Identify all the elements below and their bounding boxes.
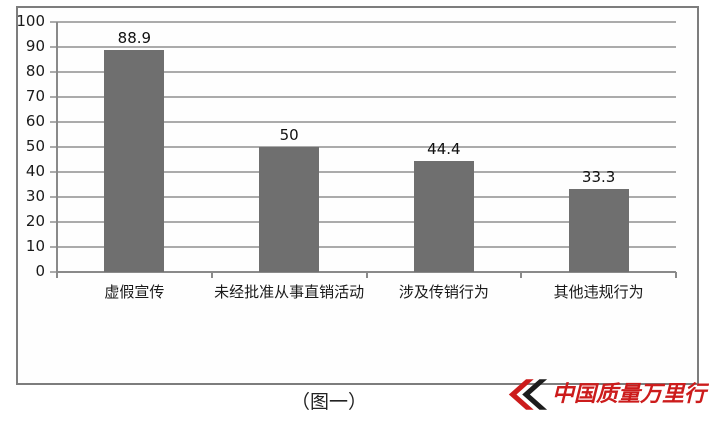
gridline	[50, 196, 676, 198]
bar-value-label: 88.9	[117, 28, 152, 47]
y-axis-tick-label: 90	[25, 37, 45, 55]
y-axis-tick-label: 10	[25, 237, 45, 255]
bar-value-label: 33.3	[581, 167, 616, 186]
x-axis-tick	[210, 272, 213, 278]
y-axis-line	[56, 22, 58, 278]
logo-text: 中国质量万里行	[551, 381, 706, 407]
gridline	[50, 246, 676, 248]
x-axis-tick	[520, 272, 523, 278]
x-axis-tick	[56, 272, 58, 278]
bar	[259, 147, 320, 272]
y-axis-tick-label: 0	[35, 262, 45, 280]
gridline	[50, 171, 676, 173]
x-axis-category-label: 虚假宣传	[104, 283, 165, 301]
y-axis-tick-label: 80	[25, 62, 45, 80]
x-axis-category-label: 涉及传销行为	[398, 283, 489, 301]
bar	[413, 161, 474, 272]
x-axis-category-label: 其他违规行为	[553, 283, 644, 301]
y-axis-tick-label: 60	[25, 112, 45, 130]
x-axis-category-label: 未经批准从事直销活动	[214, 283, 365, 301]
gridline	[50, 21, 676, 23]
gridline	[50, 71, 676, 73]
bar-value-label: 44.4	[427, 140, 461, 158]
bar-value-label: 50	[279, 126, 299, 144]
y-axis-tick-label: 40	[25, 162, 45, 180]
gridline	[50, 146, 676, 148]
gridline	[50, 121, 676, 123]
y-axis-tick-label: 20	[25, 212, 45, 230]
bar	[104, 49, 165, 272]
logo-mark-icon	[508, 379, 548, 410]
y-axis-tick-label: 100	[16, 12, 45, 30]
y-axis-tick-label: 50	[25, 137, 45, 155]
y-axis-tick-label: 70	[25, 87, 45, 105]
gridline	[50, 96, 676, 98]
site-logo: 中国质量万里行	[505, 379, 706, 410]
gridline	[50, 221, 676, 223]
bar	[568, 188, 629, 272]
figure-caption: （图一）	[290, 391, 367, 413]
y-axis-tick-label: 30	[25, 187, 45, 205]
x-axis-tick	[365, 272, 368, 278]
gridline	[50, 46, 676, 48]
x-axis-tick	[675, 272, 677, 278]
